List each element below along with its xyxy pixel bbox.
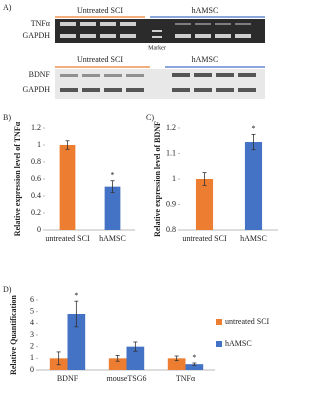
y-tick-label: 0.9 [166,199,176,208]
x-tick-label: hAMSC [99,234,126,243]
row-label: GAPDH [22,31,50,40]
y-tick-label: 0 [37,225,41,234]
y-tick-label: 4 [30,318,34,327]
row-label: TNFα [31,19,51,28]
error-bar [133,341,138,352]
marker-label: Marker [148,45,166,51]
x-tick-label: untreated SCI [45,234,90,243]
y-tick-label: 3 [30,330,34,339]
y-tick-label: 0.8 [31,157,41,166]
bar [59,145,76,230]
bar [195,179,214,230]
bar [67,314,86,370]
y-tick-label: 0.2 [31,208,41,217]
panel-label: A) [3,3,12,12]
y-tick-label: 1 [37,140,41,149]
gel-bands [60,73,256,92]
panel-label: C) [146,113,154,122]
bar [108,358,127,370]
bar [126,346,145,370]
group-label: hAMSC [192,6,219,15]
x-tick-label: BDNF [57,374,79,383]
error-bar [174,355,179,362]
y-tick-label: 6 [30,295,34,304]
y-tick-label: 2 [30,341,34,350]
y-tick-label: 0.6 [31,174,41,183]
legend-label: hAMSC [225,339,252,348]
error-bar [65,140,70,150]
error-bar [202,172,207,186]
y-axis-title: Relative expression level of TNFα [13,121,22,236]
legend-swatch [216,319,222,325]
bar [244,142,263,230]
y-tick-label: 1.2 [166,123,176,132]
panel-label: B) [3,113,11,122]
bar [185,364,204,370]
row-label: BDNF [29,70,51,79]
error-bar [110,180,115,194]
group-label: Untreated SCI [77,6,123,15]
x-tick-label: untreated SCI [182,234,227,243]
gel-bands [60,22,251,38]
x-tick-label: hAMSC [240,234,267,243]
group-label: hAMSC [192,55,219,64]
y-tick-label: 1.2 [31,123,41,132]
error-bar [56,351,61,366]
x-tick-label: mouseTSG6 [107,374,147,383]
significance-mark: * [111,171,115,180]
error-bar [115,355,120,362]
y-tick-label: 1.1 [166,148,176,157]
panel-label: D) [3,285,12,294]
bar [167,358,186,370]
figure: A) Untreated SCI hAMSC TNFα GAPDH Marker… [3,3,278,383]
legend-label: untreated SCI [225,317,270,326]
error-bar [74,300,79,328]
y-tick-label: 1 [30,353,34,362]
significance-mark: * [252,124,256,133]
y-tick-label: 0.8 [166,225,176,234]
significance-mark: * [192,353,196,362]
bar [104,186,121,230]
legend-swatch [216,341,222,347]
y-tick-label: 0.4 [31,191,41,200]
y-tick-label: 1 [172,174,176,183]
x-tick-label: TNFα [176,374,196,383]
row-label: GAPDH [22,85,50,94]
y-axis-title: Relative expression level of BDNF [153,121,162,237]
group-label: Untreated SCI [77,55,123,64]
error-bar [251,133,256,151]
y-tick-label: 5 [30,306,34,315]
significance-mark: * [74,291,78,300]
y-axis-title: Relative Quantification [9,295,18,375]
error-bar [192,362,197,366]
y-tick-label: 0 [30,365,34,374]
